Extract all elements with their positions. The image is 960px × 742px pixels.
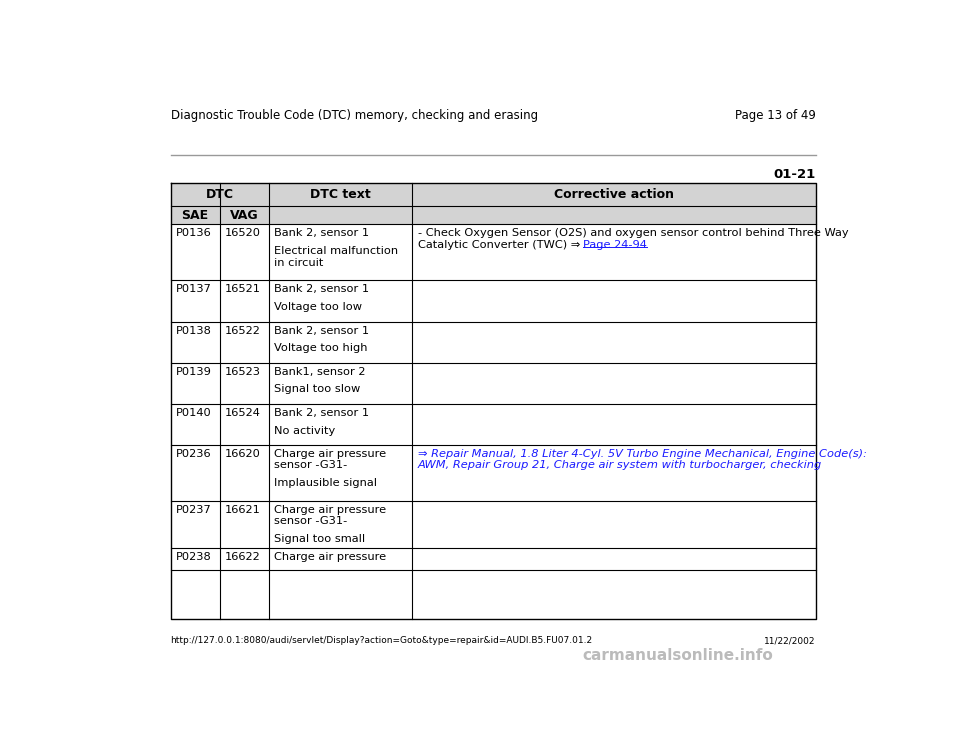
Text: Bank1, sensor 2: Bank1, sensor 2 <box>274 367 366 377</box>
Text: P0237: P0237 <box>176 505 211 515</box>
Text: Bank 2, sensor 1: Bank 2, sensor 1 <box>274 408 370 418</box>
Text: http://127.0.0.1:8080/audi/servlet/Display?action=Goto&type=repair&id=AUDI.B5.FU: http://127.0.0.1:8080/audi/servlet/Displ… <box>171 637 592 646</box>
Text: Electrical malfunction: Electrical malfunction <box>274 246 398 256</box>
Text: Corrective action: Corrective action <box>554 188 674 201</box>
Text: P0238: P0238 <box>176 552 211 562</box>
Text: Charge air pressure: Charge air pressure <box>274 505 386 515</box>
Text: Page 24-94: Page 24-94 <box>584 240 647 250</box>
Text: ⇒ Repair Manual, 1.8 Liter 4-Cyl. 5V Turbo Engine Mechanical, Engine Code(s):: ⇒ Repair Manual, 1.8 Liter 4-Cyl. 5V Tur… <box>418 449 867 459</box>
Text: 16520: 16520 <box>225 229 261 238</box>
Text: 16524: 16524 <box>225 408 261 418</box>
Text: carmanualsonline.info: carmanualsonline.info <box>583 648 774 663</box>
Text: 16621: 16621 <box>225 505 261 515</box>
Text: - Check Oxygen Sensor (O2S) and oxygen sensor control behind Three Way: - Check Oxygen Sensor (O2S) and oxygen s… <box>418 229 849 238</box>
Text: in circuit: in circuit <box>274 257 324 268</box>
Text: Voltage too low: Voltage too low <box>274 302 362 312</box>
Text: 11/22/2002: 11/22/2002 <box>764 637 816 646</box>
Text: sensor -G31-: sensor -G31- <box>274 460 348 470</box>
Text: VAG: VAG <box>230 209 258 222</box>
Text: P0136: P0136 <box>176 229 211 238</box>
Text: Diagnostic Trouble Code (DTC) memory, checking and erasing: Diagnostic Trouble Code (DTC) memory, ch… <box>171 109 538 122</box>
Text: 16523: 16523 <box>225 367 261 377</box>
Text: No activity: No activity <box>274 426 335 436</box>
Text: P0139: P0139 <box>176 367 211 377</box>
Text: P0236: P0236 <box>176 449 211 459</box>
Text: P0140: P0140 <box>176 408 211 418</box>
Text: SAE: SAE <box>181 209 208 222</box>
Text: Voltage too high: Voltage too high <box>274 344 368 353</box>
Text: Charge air pressure: Charge air pressure <box>274 449 386 459</box>
Bar <box>171 183 816 206</box>
Text: 16622: 16622 <box>225 552 261 562</box>
Text: Bank 2, sensor 1: Bank 2, sensor 1 <box>274 326 370 335</box>
Text: P0137: P0137 <box>176 284 211 295</box>
Text: Catalytic Converter (TWC) ⇒: Catalytic Converter (TWC) ⇒ <box>418 240 584 250</box>
Text: 16620: 16620 <box>225 449 261 459</box>
Text: Page 13 of 49: Page 13 of 49 <box>734 109 816 122</box>
Text: Bank 2, sensor 1: Bank 2, sensor 1 <box>274 284 370 295</box>
Text: Signal too slow: Signal too slow <box>274 384 360 395</box>
Text: 01-21: 01-21 <box>774 168 816 181</box>
Text: Signal too small: Signal too small <box>274 534 365 544</box>
Text: Implausible signal: Implausible signal <box>274 478 377 488</box>
Text: sensor -G31-: sensor -G31- <box>274 516 348 526</box>
Text: DTC text: DTC text <box>310 188 371 201</box>
Text: Bank 2, sensor 1: Bank 2, sensor 1 <box>274 229 370 238</box>
Text: Charge air pressure: Charge air pressure <box>274 552 386 562</box>
Text: 16522: 16522 <box>225 326 261 335</box>
Text: DTC: DTC <box>205 188 233 201</box>
Text: AWM, Repair Group 21, Charge air system with turbocharger, checking: AWM, Repair Group 21, Charge air system … <box>418 460 822 470</box>
Text: P0138: P0138 <box>176 326 211 335</box>
Text: Page 24-94: Page 24-94 <box>584 240 647 250</box>
Text: 16521: 16521 <box>225 284 261 295</box>
Bar <box>171 206 816 224</box>
